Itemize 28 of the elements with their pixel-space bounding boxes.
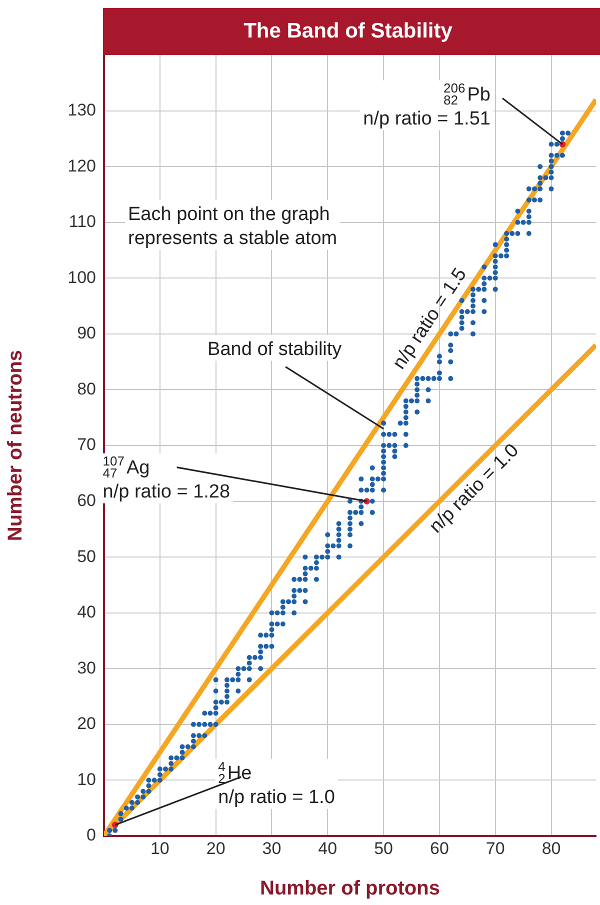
chart-title: The Band of Stability	[244, 19, 453, 42]
annotation: Band of stability	[208, 338, 342, 360]
x-tick-label: 30	[262, 838, 282, 858]
y-tick-label: 30	[77, 658, 96, 678]
text: n/p ratio = 1.0	[426, 440, 523, 538]
x-tick-label: 70	[486, 838, 505, 858]
y-tick-label: 130	[68, 100, 96, 120]
y-axis-title: Number of neutrons	[4, 350, 27, 542]
y-tick-label: 40	[77, 602, 96, 622]
x-tick-label: 40	[318, 838, 338, 858]
x-tick-label: 60	[430, 838, 449, 858]
annotation: Each point on the graph represents a stable atom	[128, 204, 338, 249]
x-tick-label: 10	[150, 838, 170, 858]
y-tick-label: 80	[77, 379, 96, 398]
y-tick-label: 0	[86, 826, 96, 845]
x-tick-label: 50	[374, 838, 394, 858]
y-tick-label: 110	[68, 212, 96, 232]
x-axis-title: Number of protons	[260, 878, 440, 900]
y-tick-label: 70	[77, 435, 96, 454]
y-tick-label: 90	[77, 324, 96, 343]
y-tick-label: 20	[77, 714, 96, 734]
y-tick-label: 60	[77, 490, 96, 510]
y-tick-label: 10	[77, 770, 96, 789]
x-tick-label: 80	[542, 838, 561, 858]
y-tick-label: 100	[68, 268, 96, 287]
y-tick-label: 120	[68, 156, 96, 176]
y-tick-label: 50	[77, 546, 96, 566]
x-tick-label: 20	[206, 838, 226, 858]
